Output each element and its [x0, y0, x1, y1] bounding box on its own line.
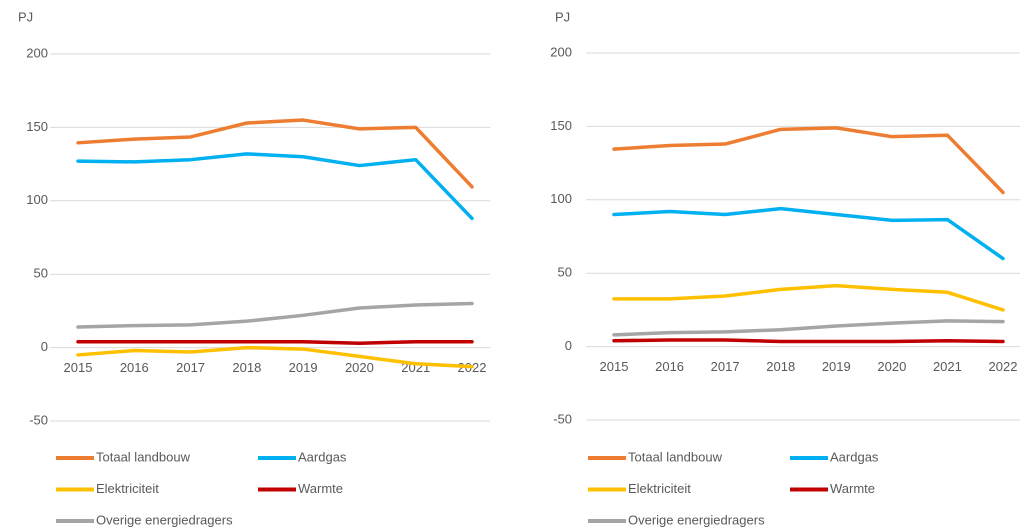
x-tick-label: 2015 [600, 359, 629, 374]
legend-label: Aardgas [830, 449, 879, 464]
legend-label: Elektriciteit [96, 481, 159, 496]
x-tick-label: 2020 [877, 359, 906, 374]
x-tick-label: 2016 [655, 359, 684, 374]
x-tick-label: 2019 [822, 359, 851, 374]
y-tick-label: 50 [558, 265, 572, 280]
y-tick-label: 0 [41, 339, 48, 354]
y-tick-label: 200 [550, 44, 572, 59]
series-line [612, 206, 1005, 261]
y-tick-label: 150 [26, 119, 48, 134]
legend-label: Aardgas [298, 449, 347, 464]
y-tick-label: -50 [29, 412, 48, 427]
y-axis-label: PJ [555, 9, 570, 24]
legend-label: Totaal landbouw [628, 449, 723, 464]
x-tick-label: 2017 [711, 359, 740, 374]
y-tick-label: 150 [550, 118, 572, 133]
x-tick-label: 2022 [989, 359, 1018, 374]
series-line [612, 319, 1005, 337]
y-tick-label: 0 [565, 338, 572, 353]
legend-label: Overige energiedragers [628, 512, 765, 527]
series-line [612, 126, 1005, 195]
y-tick-label: -50 [553, 411, 572, 426]
y-tick-label: 200 [26, 45, 48, 60]
series-line [612, 283, 1005, 312]
x-tick-label: 2015 [64, 360, 93, 375]
x-tick-label: 2019 [289, 360, 318, 375]
y-axis-label: PJ [18, 9, 33, 24]
x-tick-label: 2018 [766, 359, 795, 374]
y-tick-label: 100 [550, 191, 572, 206]
legend-label: Overige energiedragers [96, 512, 233, 527]
x-tick-label: 2018 [232, 360, 261, 375]
series-line [612, 338, 1005, 344]
series-line [76, 345, 474, 369]
y-tick-label: 50 [34, 266, 48, 281]
series-line [76, 339, 474, 345]
series-line [76, 301, 474, 329]
y-tick-label: 100 [26, 192, 48, 207]
x-tick-label: 2016 [120, 360, 149, 375]
legend-label: Warmte [298, 481, 343, 496]
legend-label: Warmte [830, 481, 875, 496]
x-tick-label: 2017 [176, 360, 205, 375]
series-line [76, 152, 474, 221]
legend-label: Totaal landbouw [96, 449, 191, 464]
x-tick-label: 2021 [933, 359, 962, 374]
x-tick-label: 2020 [345, 360, 374, 375]
series-line [76, 118, 474, 189]
legend-label: Elektriciteit [628, 481, 691, 496]
